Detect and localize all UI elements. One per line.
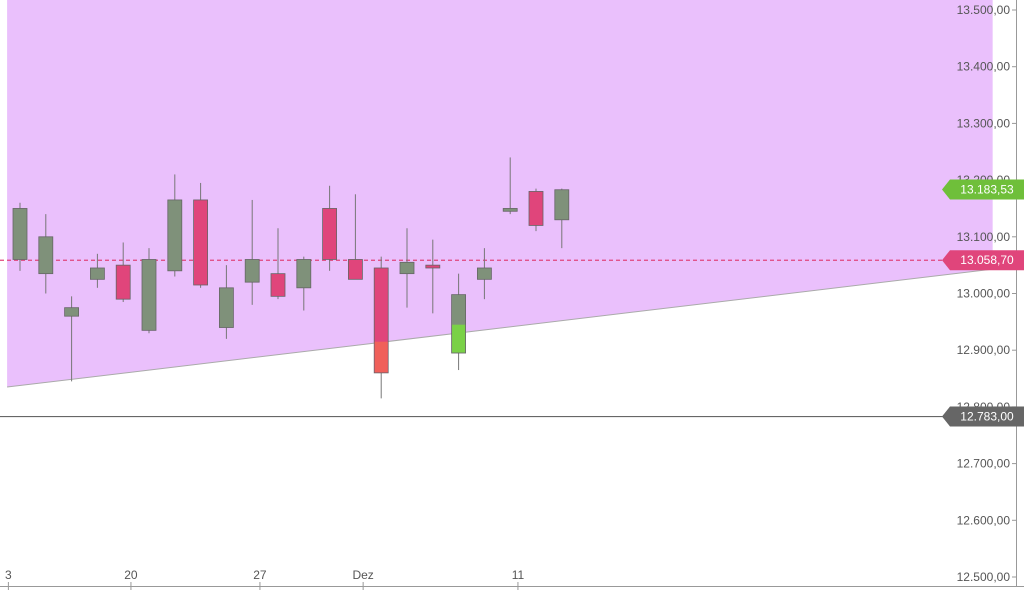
- candle: [64, 296, 79, 382]
- candle-body: [64, 307, 79, 317]
- candle: [141, 248, 157, 334]
- candle: [554, 188, 570, 249]
- x-tick-label: 20: [124, 568, 138, 582]
- candle-body: [425, 264, 441, 269]
- candle: [451, 273, 467, 371]
- candle-body: [141, 259, 157, 331]
- candle-body: [322, 208, 338, 260]
- y-tick-label: 12.700,00: [957, 457, 1011, 471]
- y-tick-label: 13.500,00: [957, 3, 1011, 17]
- candle: [399, 228, 415, 308]
- y-tick-label: 12.500,00: [957, 570, 1011, 584]
- candle-body: [296, 259, 312, 289]
- candle-body: [244, 259, 260, 283]
- candle-body: [115, 264, 131, 300]
- candle-body: [12, 208, 28, 260]
- candle: [528, 188, 544, 232]
- candle-body-highlight: [374, 341, 388, 373]
- candle: [296, 256, 312, 311]
- channel-lower-line: [7, 268, 993, 388]
- channel-fill: [7, 0, 993, 388]
- candle: [244, 199, 260, 305]
- candle-body: [38, 236, 54, 275]
- candle: [167, 174, 183, 277]
- candle-body: [193, 199, 209, 286]
- candle-body: [347, 259, 363, 280]
- candle: [476, 248, 492, 300]
- x-tick-label: 11: [512, 568, 525, 582]
- price-tags: 13.183,53 13.058,70 12.783,00: [942, 179, 1024, 427]
- candle-body: [528, 191, 544, 226]
- candle: [347, 194, 363, 280]
- candles: [12, 157, 570, 399]
- candle-body: [399, 261, 415, 275]
- last-price-tag: 13.183,53: [942, 179, 1024, 200]
- candle: [38, 214, 54, 294]
- candle-body: [218, 287, 234, 328]
- y-tick-label: 12.900,00: [957, 343, 1011, 357]
- trend-channel: [7, 0, 993, 388]
- candle: [270, 228, 286, 300]
- candle: [115, 242, 131, 303]
- candle: [12, 202, 28, 271]
- last-price-tag-shape: [942, 179, 1024, 200]
- candle: [218, 265, 234, 339]
- current-price-tag-label: 13.058,70: [960, 253, 1014, 267]
- candle-body: [167, 199, 183, 272]
- candle-body: [502, 208, 518, 212]
- y-tick-label: 13.400,00: [957, 60, 1011, 74]
- candle: [193, 182, 209, 288]
- candle: [322, 185, 338, 271]
- candle-body: [90, 267, 105, 280]
- candle: [90, 253, 105, 288]
- y-tick-label: 12.600,00: [957, 513, 1011, 527]
- y-tick-label: 13.100,00: [957, 230, 1011, 244]
- last-price-tag-label: 13.183,53: [960, 182, 1014, 196]
- candle-body: [554, 189, 570, 221]
- candle-body-highlight: [452, 324, 466, 353]
- candle-body: [270, 273, 286, 297]
- x-tick-label: Dez: [352, 568, 373, 582]
- support-price-tag-label: 12.783,00: [960, 410, 1014, 424]
- x-tick-label: 3: [5, 568, 12, 582]
- candle: [425, 239, 441, 314]
- y-tick-label: 13.000,00: [957, 287, 1011, 301]
- current-price-tag: 13.058,70: [942, 250, 1024, 271]
- support-price-tag-shape: [942, 406, 1024, 427]
- x-tick-label: 27: [253, 568, 267, 582]
- candle: [502, 157, 518, 215]
- candle: [373, 256, 389, 399]
- candle-body: [476, 267, 492, 280]
- support-price-tag: 12.783,00: [942, 406, 1024, 427]
- current-price-tag-shape: [942, 250, 1024, 271]
- y-tick-label: 13.300,00: [957, 116, 1011, 130]
